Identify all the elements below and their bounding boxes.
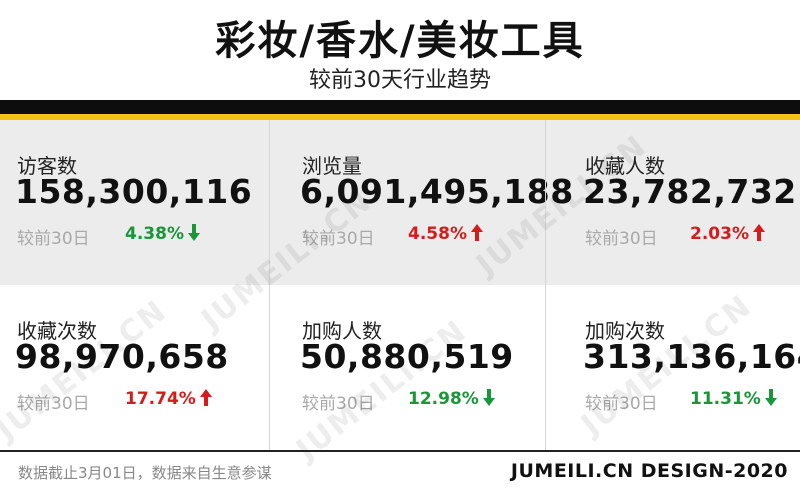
header-divider-accent [0,114,800,120]
page-subtitle: 较前30天行业趋势 [309,68,491,93]
metric-change-value: 4.38% [125,224,184,244]
metric-value: 98,970,658 [15,337,229,376]
metric-change: 17.74% [125,389,212,409]
arrow-up-icon [199,389,212,406]
metric-label: 收藏人数 [585,154,665,178]
metric-card-pageviews: 浏览量 6,091,495,188 较前30日 4.58% [285,120,573,285]
arrow-up-icon [470,224,483,241]
metric-compare-label: 较前30日 [17,394,90,414]
metrics-row-bottom: 收藏次数 98,970,658 较前30日 17.74% 加购人数 50,880… [0,285,800,450]
arrow-down-icon [764,389,777,406]
column-divider [545,120,546,450]
page-title: 彩妆/香水/美妆工具 [215,18,585,64]
metric-label: 收藏次数 [17,319,97,343]
metric-compare-label: 较前30日 [302,394,375,414]
metric-change-value: 2.03% [690,224,749,244]
metric-card-cart-adds: 加购次数 313,136,164 较前30日 11.31% [568,285,800,450]
header-divider-dark [0,100,800,114]
metric-value: 50,880,519 [300,337,514,376]
metric-value: 6,091,495,188 [300,172,574,211]
metric-card-favorite-users: 收藏人数 23,782,732 较前30日 2.03% [568,120,800,285]
arrow-down-icon [482,389,495,406]
metric-change-value: 11.31% [690,389,761,409]
metric-label: 浏览量 [302,154,362,178]
header: 彩妆/香水/美妆工具 较前30天行业趋势 [0,0,800,100]
metric-label: 访客数 [17,154,77,178]
arrow-down-icon [187,224,200,241]
data-source-note: 数据截止3月01日，数据来自生意参谋 [18,464,272,482]
metric-compare-label: 较前30日 [585,394,658,414]
footer: 数据截止3月01日，数据来自生意参谋 JUMEILI.CN DESIGN-202… [0,450,800,493]
metric-compare-label: 较前30日 [302,229,375,249]
metric-change: 2.03% [690,224,765,244]
arrow-up-icon [752,224,765,241]
metric-card-favorites: 收藏次数 98,970,658 较前30日 17.74% [0,285,270,450]
metric-change-value: 17.74% [125,389,196,409]
metric-label: 加购次数 [585,319,665,343]
metric-value: 313,136,164 [583,337,800,376]
column-divider [269,120,270,450]
metric-compare-label: 较前30日 [585,229,658,249]
metric-change: 12.98% [408,389,495,409]
metric-value: 23,782,732 [583,172,797,211]
metric-change: 4.58% [408,224,483,244]
metric-change: 4.38% [125,224,200,244]
metric-label: 加购人数 [302,319,382,343]
brand-credit: JUMEILI.CN DESIGN-2020 [510,460,788,482]
metric-card-visitors: 访客数 158,300,116 较前30日 4.38% [0,120,270,285]
metric-change: 11.31% [690,389,777,409]
metrics-grid: 访客数 158,300,116 较前30日 4.38% 浏览量 6,091,49… [0,120,800,468]
metric-change-value: 4.58% [408,224,467,244]
metric-change-value: 12.98% [408,389,479,409]
metrics-row-top: 访客数 158,300,116 较前30日 4.38% 浏览量 6,091,49… [0,120,800,285]
metric-compare-label: 较前30日 [17,229,90,249]
metric-value: 158,300,116 [15,172,253,211]
metric-card-cart-users: 加购人数 50,880,519 较前30日 12.98% [285,285,545,450]
